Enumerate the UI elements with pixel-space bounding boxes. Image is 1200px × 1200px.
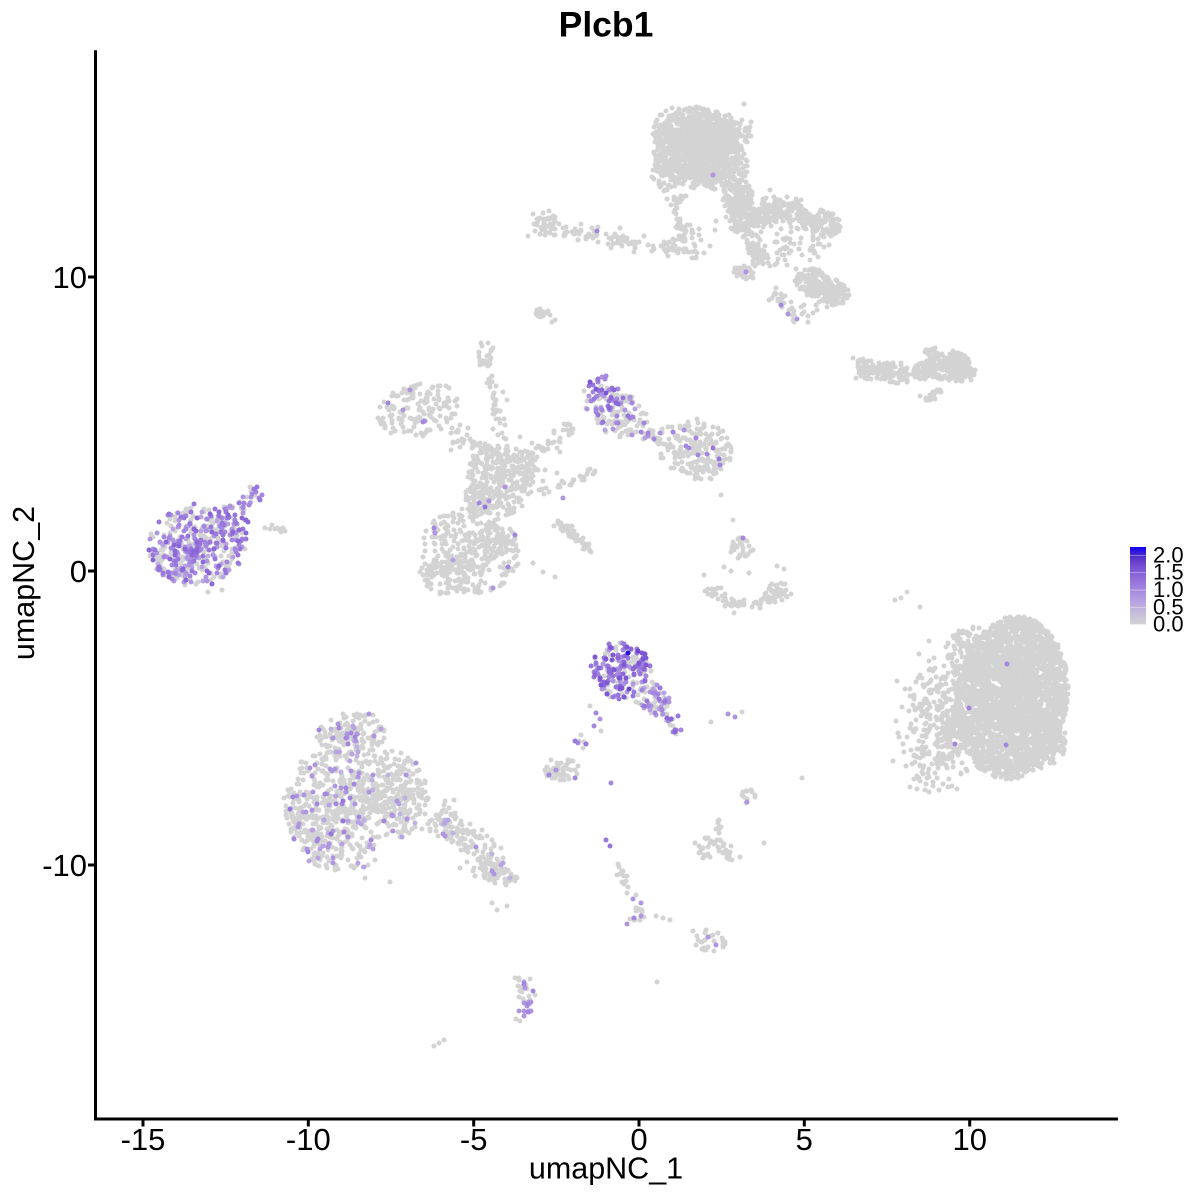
svg-text:Plcb1: Plcb1 [559,5,654,45]
